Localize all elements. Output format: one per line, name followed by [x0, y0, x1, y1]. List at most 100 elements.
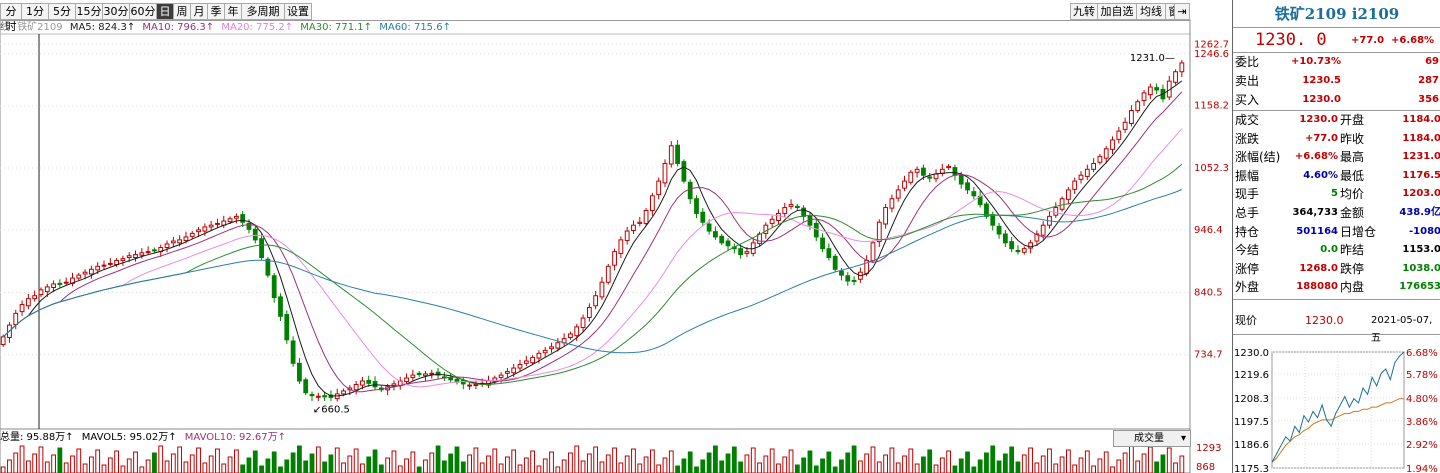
volume-bar [870, 446, 876, 473]
period-10-button[interactable]: 年 [224, 3, 242, 20]
quote-value: 1230.0 [1299, 114, 1338, 125]
candle-body [19, 304, 25, 313]
volume-bar [580, 460, 586, 473]
period-8-button[interactable]: 月 [190, 3, 208, 20]
quote-value: 1203.0 [1402, 188, 1440, 200]
volume-bar [1059, 456, 1065, 473]
quote-value: 364,733 [1292, 207, 1338, 218]
volume-bar [1179, 455, 1185, 473]
volume-bar [1154, 461, 1160, 473]
volume-bar [57, 447, 63, 473]
volume-bar [76, 448, 82, 473]
period-0-button[interactable]: 分时 [0, 3, 22, 33]
mini-price-label: 1186.6 [1234, 440, 1269, 451]
mini-pct-label: 4.80% [1406, 394, 1438, 405]
candle-body [870, 242, 876, 261]
period-12-button[interactable]: 设置 [284, 3, 312, 20]
period-1-button[interactable]: 1分 [21, 3, 49, 20]
toolbar-right-2-button[interactable]: 均线 [1136, 3, 1166, 20]
candle-body [1154, 87, 1160, 91]
candle-body [1147, 86, 1153, 96]
volume-bar [1078, 457, 1084, 473]
indicator-dropdown[interactable]: 成交量 ▾ [1113, 430, 1191, 447]
legend-mavol10: MAVOL10: 92.67万↑ [184, 432, 287, 443]
volume-bar [290, 452, 296, 473]
volume-bar [126, 458, 132, 473]
mini-pct-label: 2.92% [1406, 440, 1438, 451]
toolbar-right-1-button[interactable]: 加自选 [1097, 3, 1137, 20]
volume-bar [1021, 454, 1027, 473]
quote-value: 501164 [1296, 225, 1338, 237]
volume-bar [530, 450, 536, 473]
volume-bar [851, 445, 857, 473]
mini-price-label: 1219.6 [1234, 370, 1269, 381]
volume-bar [523, 457, 529, 473]
legend-ma20: MA20: 775.2↑ [221, 22, 294, 33]
candle-body [1141, 92, 1147, 102]
candle-body [826, 248, 832, 259]
period-2-button[interactable]: 5分 [48, 3, 76, 20]
volume-bar [284, 459, 290, 473]
volume-bar [240, 464, 246, 473]
period-4-button[interactable]: 30分 [102, 3, 130, 20]
candle-body [152, 249, 157, 252]
candle-body [76, 274, 82, 279]
volume-bar [832, 466, 838, 473]
candle-body [820, 237, 825, 250]
volume-bar [246, 457, 252, 473]
quote-value: 1176.5 [1402, 169, 1440, 181]
volume-bar [889, 447, 895, 473]
volume-bar [32, 453, 38, 473]
now-date: 2021-05-07,五 [1371, 315, 1433, 344]
candle-body [25, 298, 31, 307]
candle-body [555, 342, 561, 349]
volume-bar [908, 448, 914, 473]
candle-body [416, 372, 422, 376]
volume-bar [757, 462, 762, 473]
volume-bar [170, 453, 176, 473]
volume-bar [738, 461, 744, 473]
volume-bar [152, 452, 157, 473]
volume-bar [555, 466, 561, 473]
candle-body [271, 275, 277, 298]
intraday-chart[interactable]: 1230.0 6.68% 1219.6 5.78% 1208.3 4.80% 1197.5 3… [1232, 344, 1440, 473]
candle-body [1034, 233, 1040, 242]
candle-body [423, 373, 428, 377]
volume-bar [1166, 447, 1172, 473]
volume-bar [0, 466, 6, 473]
candle-body [719, 235, 725, 244]
period-5-button[interactable]: 60分 [129, 3, 157, 20]
candle-body [57, 282, 63, 285]
volume-bar [315, 446, 321, 473]
quote-label: 委比 [1235, 55, 1260, 69]
candle-body [467, 384, 472, 387]
quote-row: 现手 5 均价 1203.0 [1233, 185, 1440, 203]
volume-bar [965, 451, 970, 473]
now-label: 现价 [1235, 314, 1257, 327]
candle-body [914, 168, 920, 173]
volume-bar [561, 459, 567, 473]
volume-bar [1084, 450, 1090, 473]
exit-icon[interactable]: ⇥ [1174, 3, 1190, 20]
volume-bar [731, 446, 737, 473]
period-11-button[interactable]: 多周期 [241, 3, 285, 20]
candle-body [631, 224, 636, 231]
candle-body [391, 383, 397, 387]
quote-volume: 69 [1425, 56, 1439, 67]
toolbar-right-0-button[interactable]: 九转 [1070, 3, 1098, 20]
period-6-button[interactable]: 日 [156, 3, 174, 20]
period-3-button[interactable]: 15分 [75, 3, 103, 20]
volume-bar [441, 460, 447, 473]
quote-value: 1153.0 [1402, 244, 1440, 256]
volume-bar [1147, 446, 1153, 473]
period-9-button[interactable]: 季 [207, 3, 225, 20]
mini-pct-label: 1.94% [1406, 464, 1438, 473]
candle-body [498, 374, 504, 378]
volume-bar [334, 447, 340, 473]
quote-row: 外盘 188080 内盘 176653 [1233, 278, 1440, 296]
candle-body [284, 314, 290, 341]
mini-price-label: 1230.0 [1234, 348, 1269, 359]
period-7-button[interactable]: 周 [173, 3, 191, 20]
candle-body [1122, 121, 1128, 130]
